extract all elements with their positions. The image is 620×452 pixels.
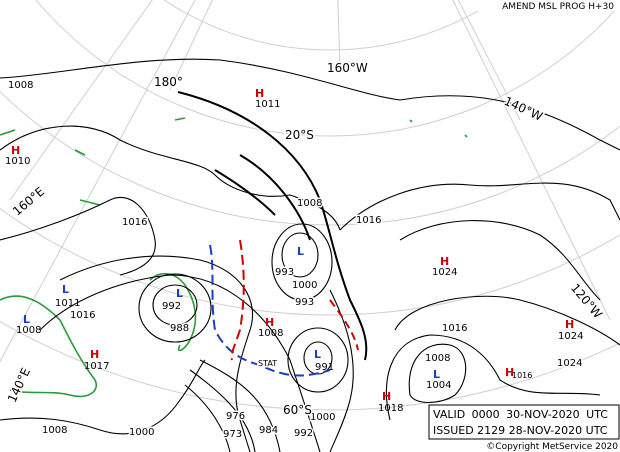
system-pressure: 1018 [378,403,403,414]
latitude-label: 20°S [285,128,314,142]
system-pressure: 1024 [558,331,583,342]
validity-box [428,404,620,440]
longitude-label: 120°W [568,281,605,321]
latitude-circle [0,207,620,316]
system-pressure: 991 [315,362,334,373]
isobar [184,359,281,452]
header: AMEND MSL PROG H+30 [502,2,614,12]
coastline [0,295,97,398]
isobar-label: 1008 [8,80,33,91]
system-type: L [23,313,30,326]
isobar-label: 1016 [442,323,467,334]
system-labels: H 1011 H 1010 H 1024 L 993 L 1011 L 1008… [5,87,583,414]
isobar-label: 1000 [310,412,335,423]
isobar-label: 993 [295,297,314,308]
isobar-label: 1016 [356,215,381,226]
trough [177,91,368,361]
system-pressure: 1004 [426,380,451,391]
valid-time: VALID 0000 30-NOV-2020 UTC [433,408,608,421]
longitude-label: 180° [154,75,183,89]
isobar [399,220,601,301]
system-type: H [265,316,274,329]
longitude-label: 140°W [502,94,545,124]
system-type: L [433,368,440,381]
isobar-label: 1008 [425,353,450,364]
isobar-label: 973 [223,429,242,440]
isobar [385,334,601,421]
isobar [281,232,319,278]
trough [214,154,311,241]
system-type: H [505,366,514,379]
isobar [0,58,620,151]
latitude-circle [0,90,620,226]
isobar [138,273,212,343]
system-pressure: 1008 [258,328,283,339]
system-type: H [90,348,99,361]
warm-front [329,299,359,351]
islands [0,117,468,206]
isobar-label: 1008 [297,198,322,209]
isobar-label: 984 [259,425,278,436]
system-pressure: 1016 [512,371,532,380]
isobar-label: 992 [294,428,313,439]
longitude-label: 140°E [5,366,33,405]
isobar-label: 1016 [70,310,95,321]
isobar-label: 1024 [557,358,582,369]
isobar [339,182,620,231]
cold-front [209,244,331,377]
system-type: H [382,390,391,403]
coastlines [0,117,468,398]
isobar [0,359,206,435]
isobar-label: 1000 [292,280,317,291]
system-type: H [565,318,574,331]
isobars [0,58,620,452]
latitude-circle [0,320,620,411]
isobar [59,255,254,452]
isobar [0,196,156,276]
system-pressure: 1010 [5,156,30,167]
isobar [271,223,333,301]
system-pressure: 1011 [55,298,80,309]
isobar [152,284,198,326]
isobar [39,274,321,452]
system-pressure: 993 [275,267,294,278]
system-type: L [314,348,321,361]
longitude-label: 160°E [10,184,47,218]
latitude-circle [35,0,620,137]
system-type: L [297,245,304,258]
latitude-circle [163,0,497,51]
isobar [394,295,620,346]
isobar [287,327,349,393]
isobar [0,125,341,231]
header-bg [468,0,620,11]
coastline [149,272,197,352]
system-type: L [176,287,183,300]
copyright: ©Copyright MetService 2020 [486,442,618,452]
system-type: H [255,87,264,100]
isobar [408,343,467,404]
system-pressure: 1008 [16,325,41,336]
meridians [0,0,611,363]
isobar-label: 976 [226,411,245,422]
isobar-label: 1016 [122,217,147,228]
system-type: H [11,144,20,157]
system-type: L [62,283,69,296]
latitude-label: 60°S [283,403,312,417]
stationary-label: STAT [258,359,277,368]
system-pressure: 1024 [432,267,457,278]
isobar-label: 1000 [129,427,154,438]
warm-front [230,239,245,361]
fronts [177,91,368,377]
longitude-label: 160°W [327,61,368,75]
isobar-label: 1008 [42,425,67,436]
system-pressure: 1011 [255,99,280,110]
issued-time: ISSUED 2129 28-NOV-2020 UTC [433,424,608,437]
isobar-labels: 1008 1008 1016 1016 1000 993 1016 988 10… [7,79,584,442]
system-type: H [440,255,449,268]
system-pressure: 1017 [84,361,109,372]
isobar-label: 988 [170,323,189,334]
graticule [0,0,620,411]
system-pressure: 992 [162,301,181,312]
